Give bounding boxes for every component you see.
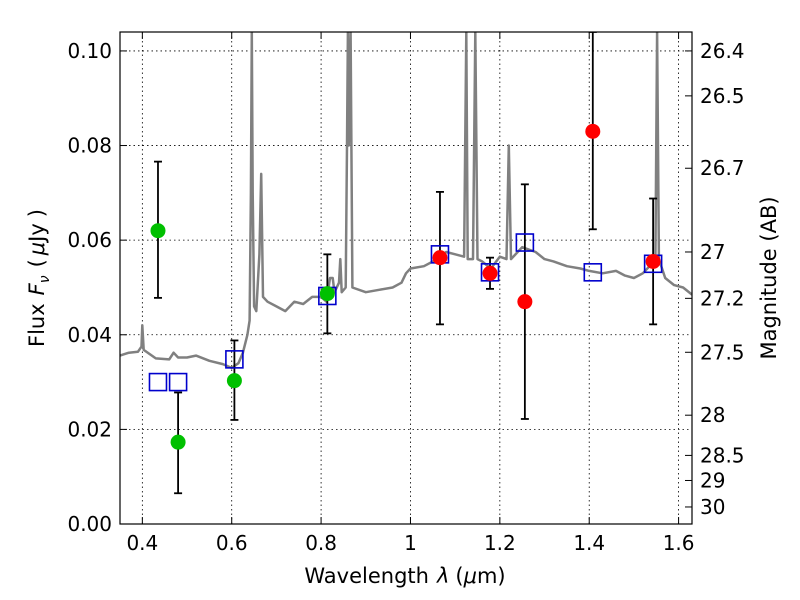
x-axis-title: Wavelength λ (μm) <box>304 564 505 588</box>
model-photometry-square <box>168 372 188 392</box>
model-photometry-square <box>583 263 603 282</box>
x-tick-label: 1.4 <box>573 531 605 555</box>
right-axis-title: Magnitude (AB) <box>757 196 781 359</box>
observed-point <box>319 286 335 302</box>
ticks-layer: 0.4 0.6 0.8 1 1.2 1.4 1.6 0.00 0.02 0.04 0.06 0.08 0… <box>67 32 745 555</box>
right-tick-label: 26.5 <box>700 84 745 108</box>
y-axis-title: FluxFν(μJy) <box>25 209 53 347</box>
right-tick-label: 27.5 <box>700 340 745 364</box>
x-tick-label: 0.8 <box>305 531 337 555</box>
y-tick-label: 0.06 <box>67 228 112 252</box>
model-photometry-square <box>480 263 500 282</box>
error-bars-layer <box>153 32 658 495</box>
observed-point <box>432 250 448 266</box>
observed-point <box>645 253 661 269</box>
observed-photometry-layer <box>150 123 661 450</box>
y-tick-label: 0.00 <box>67 512 112 536</box>
y-tick-label: 0.04 <box>67 323 112 347</box>
right-tick-label: 27.2 <box>700 286 745 310</box>
model-photometry-square <box>148 372 168 392</box>
right-tick-label: 30 <box>700 495 725 519</box>
right-tick-label: 26.4 <box>700 39 745 63</box>
right-tick-label: 28 <box>700 403 725 427</box>
model-spectrum-line <box>120 32 692 370</box>
observed-point <box>150 223 166 239</box>
observed-point <box>482 265 498 281</box>
right-tick-label: 28.5 <box>700 443 745 467</box>
model-photometry-square <box>225 350 244 369</box>
x-tick-label: 1.6 <box>663 531 695 555</box>
observed-point <box>226 373 242 389</box>
observed-point <box>517 294 533 310</box>
x-tick-label: 0.6 <box>216 531 248 555</box>
x-tick-label: 1 <box>404 531 417 555</box>
plot-frame <box>119 31 693 525</box>
grid-lines <box>120 32 692 525</box>
y-tick-label: 0.08 <box>67 134 112 158</box>
y-tick-label: 0.02 <box>67 417 112 441</box>
model-spectrum-layer <box>120 32 692 370</box>
right-tick-label: 26.7 <box>700 156 745 180</box>
y-tick-label: 0.10 <box>67 39 112 63</box>
right-tick-label: 27 <box>700 240 725 264</box>
x-tick-label: 1.2 <box>484 531 516 555</box>
x-tick-label: 0.4 <box>126 531 158 555</box>
observed-point <box>170 434 186 450</box>
right-tick-label: 29 <box>700 468 725 492</box>
model-photometry-square <box>515 233 535 252</box>
observed-point <box>585 123 601 139</box>
model-photometry-layer <box>148 233 663 392</box>
